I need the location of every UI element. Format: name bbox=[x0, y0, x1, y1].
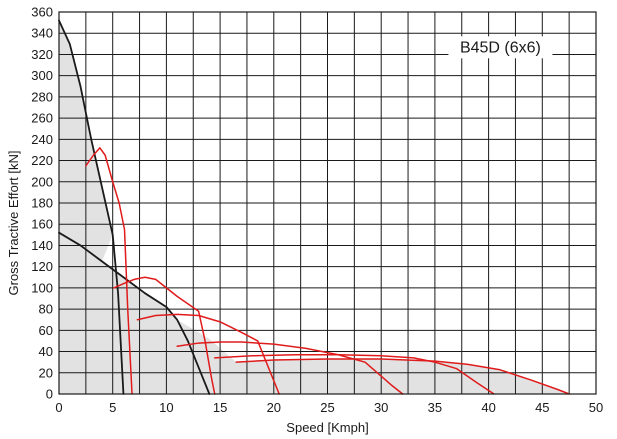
y-tick-label: 40 bbox=[39, 344, 53, 359]
y-tick-label: 120 bbox=[31, 259, 53, 274]
y-axis-ticks: 0 20 40 60 80 100 120 140 160 180 200 220 240 260 280 3… bbox=[31, 5, 53, 402]
plot-area bbox=[58, 11, 597, 395]
x-tick-label: 30 bbox=[374, 400, 388, 415]
y-tick-label: 140 bbox=[31, 238, 53, 253]
series-red-5 bbox=[176, 341, 404, 395]
y-tick-label: 300 bbox=[31, 68, 53, 83]
title-background bbox=[448, 36, 553, 59]
x-axis-label: Speed [Kmph] bbox=[286, 420, 368, 435]
series-red-3 bbox=[113, 276, 216, 395]
y-tick-label: 20 bbox=[39, 365, 53, 380]
plot-frame bbox=[58, 11, 597, 395]
x-tick-label: 0 bbox=[55, 400, 62, 415]
x-tick-label: 40 bbox=[481, 400, 495, 415]
x-tick-label: 50 bbox=[589, 400, 603, 415]
y-tick-label: 240 bbox=[31, 132, 53, 147]
series-red-7 bbox=[235, 358, 570, 395]
x-tick-label: 15 bbox=[213, 400, 227, 415]
data-series bbox=[58, 19, 570, 395]
y-tick-label: 280 bbox=[31, 89, 53, 104]
chart-title: B45D (6x6) bbox=[460, 39, 541, 56]
envelope-fill bbox=[59, 20, 570, 394]
y-tick-label: 320 bbox=[31, 47, 53, 62]
y-tick-label: 220 bbox=[31, 153, 53, 168]
x-tick-label: 45 bbox=[535, 400, 549, 415]
x-tick-label: 10 bbox=[159, 400, 173, 415]
y-tick-label: 200 bbox=[31, 174, 53, 189]
x-tick-label: 35 bbox=[428, 400, 442, 415]
y-axis-label: Gross Tractive Effort [kN] bbox=[6, 151, 21, 296]
series-red-4 bbox=[136, 313, 280, 395]
x-tick-label: 5 bbox=[109, 400, 116, 415]
series-black-0 bbox=[58, 19, 125, 395]
y-tick-label: 340 bbox=[31, 26, 53, 41]
y-tick-label: 260 bbox=[31, 111, 53, 126]
x-tick-label: 20 bbox=[267, 400, 281, 415]
y-tick-label: 80 bbox=[39, 302, 53, 317]
y-tick-label: 180 bbox=[31, 196, 53, 211]
y-tick-label: 360 bbox=[31, 5, 53, 20]
series-red-6 bbox=[213, 353, 495, 395]
y-tick-label: 100 bbox=[31, 280, 53, 295]
y-tick-label: 60 bbox=[39, 323, 53, 338]
chart-title-group: B45D (6x6) bbox=[448, 36, 553, 59]
grid-lines bbox=[58, 11, 597, 395]
x-tick-label: 25 bbox=[320, 400, 334, 415]
y-tick-label: 160 bbox=[31, 217, 53, 232]
y-tick-label: 0 bbox=[46, 387, 53, 402]
x-axis-ticks: 0 5 10 15 20 25 30 35 40 45 50 bbox=[55, 400, 603, 415]
series-black-1 bbox=[58, 231, 211, 395]
